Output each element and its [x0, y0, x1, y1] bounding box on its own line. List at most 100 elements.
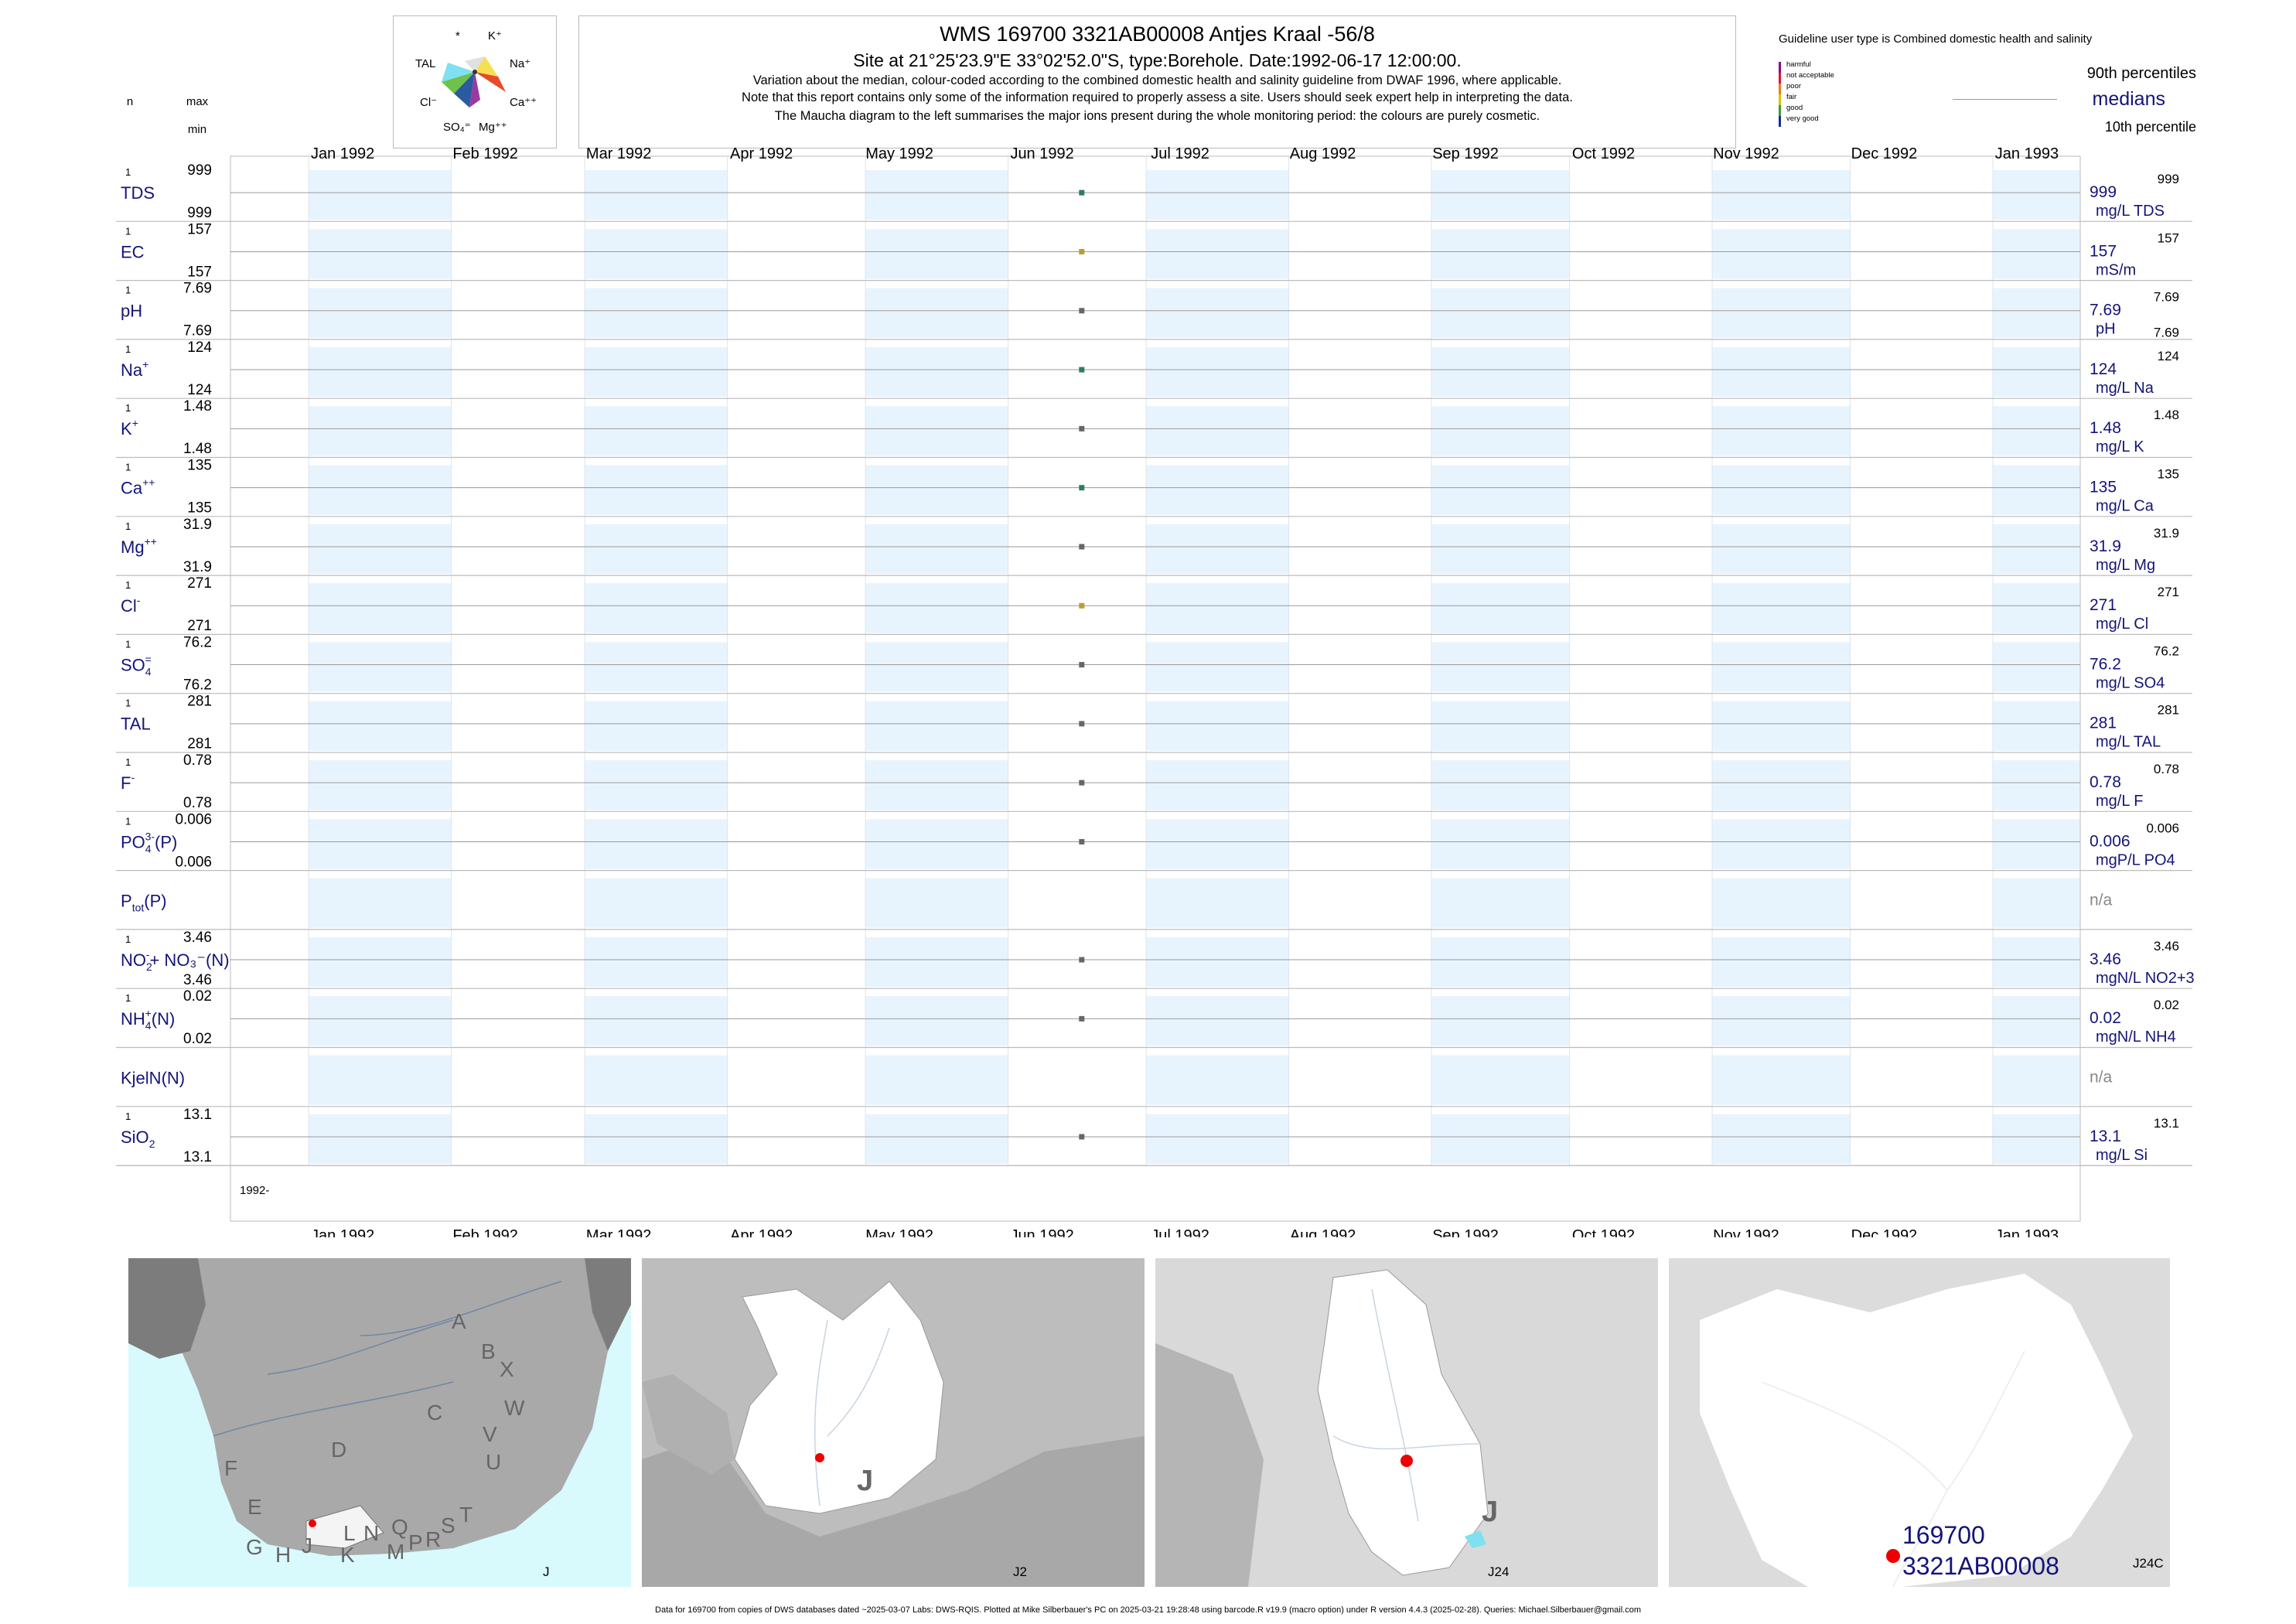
month-band [1992, 996, 2080, 1046]
month-band [1992, 583, 2080, 633]
maucha-label-cl: Cl⁻ [420, 96, 437, 109]
row-p90: 0.006 [2146, 821, 2179, 835]
month-band [1711, 642, 1851, 692]
region-letter-G: G [246, 1535, 263, 1559]
variable-label-sub: 4 [145, 842, 152, 855]
month-band [309, 1055, 452, 1105]
month-band [1711, 170, 1851, 220]
month-band [865, 288, 1008, 338]
maucha-label-mg: Mg⁺⁺ [479, 121, 507, 134]
row-unit: mg/L F [2096, 793, 2144, 810]
variable-label-text: NH [121, 1009, 145, 1029]
variable-label-text: Ca [121, 479, 143, 498]
region-letter-E: E [247, 1495, 262, 1519]
month-band [865, 1114, 1008, 1165]
row-p90: 281 [2158, 703, 2179, 718]
region-letter-X: X [500, 1357, 514, 1381]
month-band [585, 760, 728, 810]
region-letter-C: C [427, 1401, 443, 1424]
row-p90: 13.1 [2154, 1116, 2179, 1131]
data-point [1079, 1134, 1085, 1140]
month-band [1431, 1055, 1570, 1105]
row-unit: mg/L Mg [2096, 557, 2155, 574]
row-median: 0.02 [2090, 1009, 2121, 1027]
region-letter-W: W [504, 1396, 525, 1420]
variable-label-nh: NH4+(N) [121, 1007, 175, 1032]
x-tick-label-bottom: Oct 1992 [1572, 1227, 1635, 1237]
row-n: 1 [125, 225, 131, 237]
site-line: Site at 21°25'23.9"E 33°02'52.0"S, type:… [853, 50, 1462, 70]
month-band [309, 642, 452, 692]
month-band [1146, 701, 1289, 751]
variable-label-text: Cl [121, 596, 137, 616]
legend-medians: medians [2092, 88, 2166, 110]
row-max: 0.78 [183, 752, 212, 769]
row-unit: mgN/L NO2+3 [2096, 970, 2195, 987]
data-point [1079, 838, 1085, 844]
row-n: 1 [125, 1111, 131, 1122]
variable-label-text: Na [121, 360, 143, 380]
month-band [1431, 583, 1570, 633]
month-band [865, 819, 1008, 869]
map-j2-site-dot [815, 1453, 824, 1462]
row-median: 31.9 [2090, 537, 2121, 555]
month-band [309, 878, 452, 928]
map-j2-corner-label: J2 [1013, 1564, 1027, 1579]
variable-label-sup: 3- [145, 830, 155, 842]
map-south-africa-svg [128, 1258, 631, 1587]
guideline-title: Guideline user type is Combined domestic… [1779, 32, 2093, 46]
col-header-n: n [127, 95, 133, 108]
month-band [1711, 229, 1851, 279]
note-variation: Variation about the median, colour-coded… [752, 73, 1562, 87]
row-p90: 1.48 [2154, 408, 2179, 422]
legend: Guideline user type is Combined domestic… [1779, 15, 2212, 147]
row-max: 7.69 [183, 281, 212, 297]
month-band [865, 524, 1008, 575]
month-band [1431, 937, 1570, 988]
row-min: 999 [187, 205, 212, 221]
maucha-sector-na [475, 56, 498, 77]
legend-median-line [1953, 99, 2057, 100]
maucha-sector-mg [469, 72, 480, 107]
row-p90: 271 [2158, 585, 2179, 599]
variable-label-mg: Mg++ [121, 535, 157, 557]
map-j24-big-letter: J [1482, 1496, 1498, 1528]
x-tick-label-top: Oct 1992 [1572, 145, 1635, 162]
row-max: 271 [187, 575, 212, 592]
variable-label-sup: - [146, 948, 150, 960]
month-band [1146, 819, 1289, 869]
month-band [1431, 288, 1570, 338]
guideline-class-label: harmful [1786, 60, 1811, 69]
x-tick-label-top: May 1992 [865, 145, 933, 162]
month-band [1992, 701, 2080, 751]
variable-label-text: TDS [121, 183, 155, 203]
variable-label-tds: TDS [121, 183, 155, 203]
maucha-label-tal: TAL [415, 57, 435, 70]
row-unit: mg/L TDS [2096, 203, 2165, 220]
guideline-class-color [1779, 62, 1781, 73]
variable-label-na: Na+ [121, 358, 148, 380]
x-tick-label-bottom: Dec 1992 [1851, 1227, 1918, 1237]
month-band [1431, 406, 1570, 456]
month-band [585, 583, 728, 633]
variable-label-text: EC [121, 242, 145, 261]
row-max: 0.02 [183, 988, 212, 1005]
maucha-label-k: K⁺ [488, 29, 502, 43]
row-p90: 999 [2158, 172, 2179, 186]
month-band [1146, 170, 1289, 220]
region-letter-B: B [481, 1339, 496, 1363]
region-letter-M: M [387, 1540, 405, 1564]
x-tick-label-bottom: Aug 1992 [1290, 1227, 1356, 1237]
variable-label-po: PO43-(P) [121, 830, 177, 855]
region-letter-P: P [408, 1530, 423, 1554]
month-band [1992, 170, 2080, 220]
month-band [1992, 642, 2080, 692]
guideline-class-label: very good [1786, 114, 1819, 123]
row-p90: 31.9 [2154, 526, 2179, 541]
x-tick-label-top: Jun 1992 [1010, 145, 1073, 162]
variable-label-sup: + [145, 1007, 152, 1019]
variable-label-text: F [121, 773, 131, 793]
variable-label-k: K+ [121, 417, 138, 438]
row-min: 157 [187, 264, 212, 280]
row-n: 1 [125, 933, 131, 945]
